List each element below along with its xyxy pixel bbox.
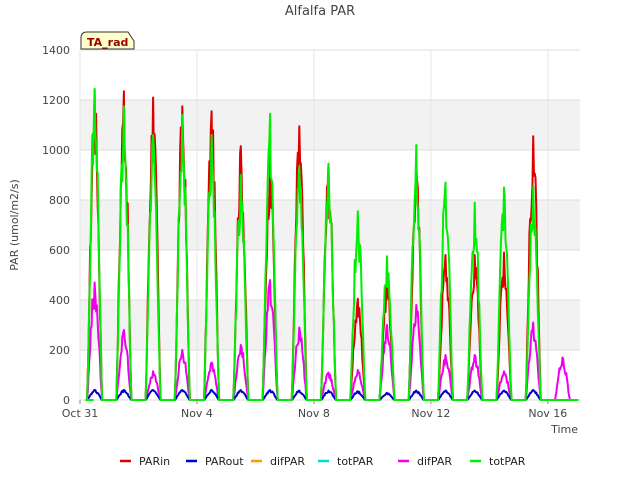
plot-band	[80, 300, 580, 350]
y-tick-label: 600	[49, 244, 70, 257]
site-badge-box	[80, 31, 135, 50]
chart-title: Alfalfa PAR	[285, 4, 355, 19]
x-axis: Oct 31 Nov 4 Nov 8 Nov 12 Nov 16	[62, 400, 567, 420]
legend-label: totPAR	[489, 455, 526, 468]
legend-label: difPAR	[417, 455, 452, 468]
legend-label: PARout	[205, 455, 244, 468]
y-tick-label: 1000	[42, 144, 70, 157]
x-axis-title: Time	[550, 423, 578, 436]
x-tick-label: Nov 16	[528, 407, 567, 420]
x-tick-label: Oct 31	[62, 407, 99, 420]
y-tick-label: 1400	[42, 44, 70, 57]
y-tick-label: 800	[49, 194, 70, 207]
y-tick-label: 0	[63, 394, 70, 407]
site-badge: TA_rad	[80, 31, 135, 50]
x-tick-label: Nov 8	[298, 407, 330, 420]
plot-background	[80, 50, 580, 400]
y-tick-label: 200	[49, 344, 70, 357]
y-tick-label: 1200	[42, 94, 70, 107]
site-badge-label: TA_rad	[87, 36, 128, 49]
legend-label: PARin	[139, 455, 170, 468]
x-tick-label: Nov 12	[411, 407, 450, 420]
y-axis-title: PAR (umol/m2/s)	[8, 179, 21, 271]
y-axis: 0 200 400 600 800 1000 1200 1400	[42, 44, 70, 407]
legend-label: totPAR	[337, 455, 374, 468]
series-line-difpar	[85, 279, 579, 401]
plot-band	[80, 100, 580, 150]
x-tick-label: Nov 4	[181, 407, 213, 420]
legend: PARin PARout difPAR totPAR difPAR totPAR	[120, 455, 526, 468]
legend-label: difPAR	[270, 455, 305, 468]
y-tick-label: 400	[49, 294, 70, 307]
